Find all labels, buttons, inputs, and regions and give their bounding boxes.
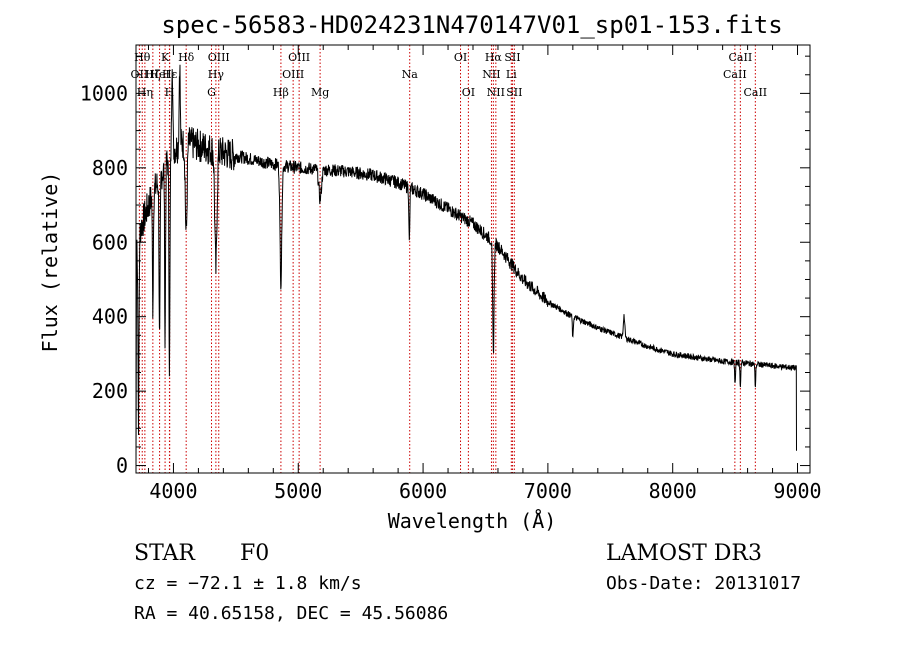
redshift-info: cz = −72.1 ± 1.8 km/s (134, 573, 362, 594)
x-tick-label: 4000 (149, 479, 197, 503)
plot-frame (135, 44, 811, 474)
spectral-line-label: G (207, 86, 216, 99)
y-tick-label: 0 (116, 454, 128, 478)
spectral-line-labels: OIIHθHηHζHeIKHHεHδGHγOIIIHβOIIIOIIIMgNaO… (131, 51, 768, 99)
spectral-line-label: Hβ (273, 86, 289, 99)
spectral-line-label: OI (462, 86, 475, 99)
y-tick-label: 400 (92, 305, 128, 329)
object-subclass: F0 (240, 541, 269, 566)
chart-title: spec-56583-HD024231N470147V01_sp01-153.f… (161, 11, 782, 39)
y-axis-label: Flux (relative) (38, 172, 62, 353)
x-tick-label: 5000 (274, 479, 322, 503)
coordinates: RA = 40.65158, DEC = 45.56086 (134, 603, 448, 624)
spectral-line-label: Hα (485, 51, 503, 64)
spectral-line-label: OIII (208, 51, 230, 64)
series-layer (135, 64, 797, 466)
spectral-line-label: H (165, 86, 175, 99)
observation-date: Obs-Date: 20131017 (606, 573, 801, 594)
spectral-line-label: Hγ (208, 68, 225, 81)
x-tick-label: 8000 (649, 479, 697, 503)
spectral-line-label: OIII (288, 51, 310, 64)
spectral-line-label: NII (482, 68, 500, 81)
y-tick-label: 1000 (80, 81, 128, 105)
x-axis-label: Wavelength (Å) (388, 509, 557, 533)
x-tick-label: 9000 (773, 479, 821, 503)
series-flux-line (135, 64, 797, 466)
spectral-line-label: Hη (137, 86, 153, 99)
spectral-line-label: Li (506, 68, 517, 81)
spectral-line-label: CaII (723, 68, 747, 81)
spectral-line-label: HeI (149, 68, 169, 81)
spectral-line-label: SII (504, 51, 520, 64)
object-class: STAR (134, 541, 196, 566)
spectral-line-label: CaII (743, 86, 767, 99)
spectral-line-label: OI (454, 51, 467, 64)
spectral-line-label: Hθ (134, 51, 151, 64)
spectral-line-label: NII (487, 86, 505, 99)
spectral-line-label: OIII (282, 68, 304, 81)
x-tick-label: 6000 (399, 479, 447, 503)
y-tick-label: 200 (92, 379, 128, 403)
spectral-line-label: Na (402, 68, 419, 81)
spectral-line-label: Hε (162, 68, 178, 81)
survey-name: LAMOST DR3 (606, 541, 762, 566)
axis-tick-labels: 4000 5000 6000 7000 8000 9000 0 200 400 600 800 100… (80, 81, 822, 503)
spectral-line-label: Hδ (178, 51, 195, 64)
spectral-line-label: Mg (311, 86, 329, 99)
x-tick-label: 7000 (524, 479, 572, 503)
y-tick-label: 800 (92, 156, 128, 180)
spectral-line-label: CaII (729, 51, 753, 64)
y-tick-label: 600 (92, 230, 128, 254)
axis-ticks (136, 45, 810, 473)
spectral-line-label: Hζ (145, 68, 161, 81)
spectral-line-label: SII (506, 86, 522, 99)
spectral-line-markers (138, 45, 756, 473)
spectral-line-label: K (161, 51, 170, 64)
